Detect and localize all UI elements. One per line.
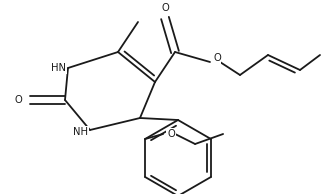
Text: O: O — [213, 53, 221, 63]
Text: O: O — [167, 129, 175, 139]
Text: NH: NH — [73, 127, 88, 137]
Text: O: O — [14, 95, 22, 105]
Text: HN: HN — [51, 63, 66, 73]
Text: O: O — [161, 3, 169, 13]
